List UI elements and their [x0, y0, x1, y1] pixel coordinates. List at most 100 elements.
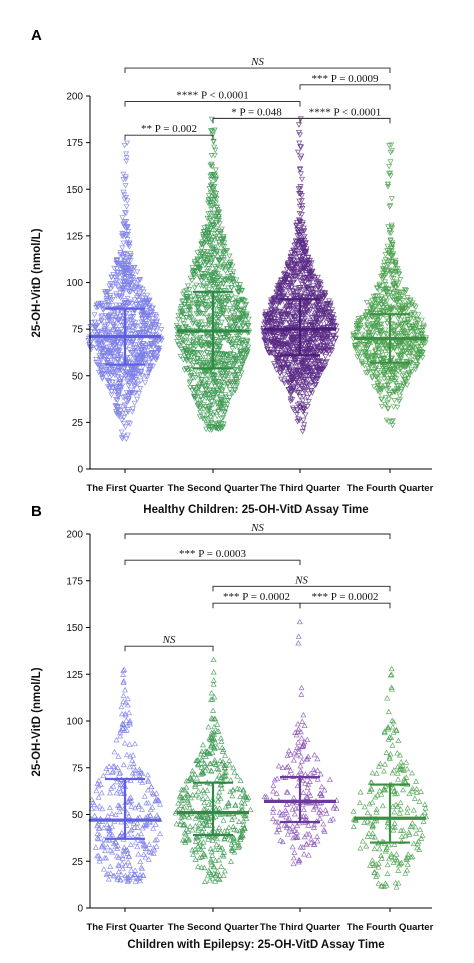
data-point — [176, 343, 183, 349]
data-point — [150, 844, 157, 851]
data-point — [226, 364, 233, 370]
data-point — [108, 389, 115, 395]
data-point — [137, 330, 144, 336]
data-point — [300, 335, 307, 341]
data-point — [389, 363, 396, 370]
data-point — [113, 852, 120, 859]
data-point — [102, 291, 109, 297]
data-point — [109, 297, 116, 303]
data-point — [135, 851, 142, 857]
data-point — [132, 770, 139, 776]
data-point — [208, 742, 215, 748]
data-point — [150, 850, 157, 856]
data-point — [285, 362, 292, 368]
data-point — [195, 311, 202, 317]
data-point — [125, 398, 132, 404]
data-point — [137, 858, 144, 865]
data-point — [224, 370, 231, 377]
data-point — [221, 351, 228, 358]
data-point — [285, 747, 292, 754]
data-point — [420, 322, 427, 329]
data-point — [229, 301, 236, 307]
data-point — [229, 816, 236, 822]
data-point — [215, 342, 222, 349]
data-point — [105, 350, 112, 356]
data-point — [297, 762, 304, 769]
data-point — [120, 395, 127, 401]
data-point — [206, 818, 213, 825]
data-point — [135, 360, 142, 366]
y-tick-label: 200 — [66, 92, 83, 103]
data-point — [192, 792, 199, 798]
data-point — [203, 415, 210, 422]
data-point — [229, 361, 236, 367]
data-point — [191, 354, 198, 361]
data-point — [126, 391, 133, 397]
significance-label: **** P < 0.0001 — [309, 106, 381, 118]
data-point — [300, 373, 307, 379]
data-point — [330, 805, 337, 811]
data-point — [291, 827, 298, 833]
data-point — [219, 358, 226, 364]
data-point — [117, 876, 124, 883]
data-point — [112, 403, 119, 409]
data-point — [229, 346, 236, 352]
data-point — [112, 811, 119, 818]
data-point — [208, 399, 215, 405]
data-point — [272, 312, 279, 318]
data-point — [233, 368, 240, 374]
data-point — [115, 394, 122, 400]
data-point — [130, 763, 137, 770]
data-point — [281, 279, 288, 286]
data-point — [215, 239, 222, 246]
data-point — [304, 383, 311, 390]
data-point — [237, 836, 244, 843]
data-point — [200, 259, 207, 266]
data-point — [125, 282, 132, 288]
data-point — [174, 339, 181, 345]
y-tick-label: 50 — [72, 371, 84, 382]
data-point — [134, 824, 141, 830]
data-point — [296, 218, 303, 224]
data-point — [131, 740, 138, 747]
data-point — [414, 362, 421, 369]
data-point — [293, 320, 300, 326]
data-point — [145, 777, 152, 783]
data-point — [378, 404, 385, 410]
data-point — [285, 365, 292, 372]
data-point — [317, 810, 324, 817]
data-point — [388, 286, 395, 293]
data-point — [190, 851, 197, 857]
data-point — [191, 385, 198, 391]
data-point — [198, 376, 205, 383]
data-point — [215, 315, 222, 321]
data-point — [88, 796, 95, 803]
data-point — [224, 338, 231, 344]
data-point — [392, 285, 399, 291]
data-point — [214, 263, 221, 269]
data-point — [228, 390, 235, 396]
data-point — [199, 311, 206, 317]
data-point — [140, 822, 147, 828]
data-point — [132, 878, 139, 884]
data-point — [390, 372, 397, 379]
data-point — [293, 378, 300, 384]
data-point — [290, 757, 297, 763]
data-point — [281, 380, 288, 387]
panel-letter-b: B — [31, 503, 42, 520]
data-point — [219, 425, 226, 431]
data-point — [112, 280, 119, 286]
data-point — [186, 380, 193, 386]
data-point — [239, 831, 246, 837]
data-point — [328, 323, 335, 329]
data-point — [205, 375, 212, 382]
data-point — [198, 864, 205, 870]
data-point — [225, 334, 232, 340]
data-point — [283, 305, 290, 311]
data-point — [298, 211, 305, 218]
data-point — [275, 282, 282, 289]
data-point — [124, 432, 131, 439]
data-point — [211, 269, 218, 276]
data-point — [320, 820, 327, 827]
